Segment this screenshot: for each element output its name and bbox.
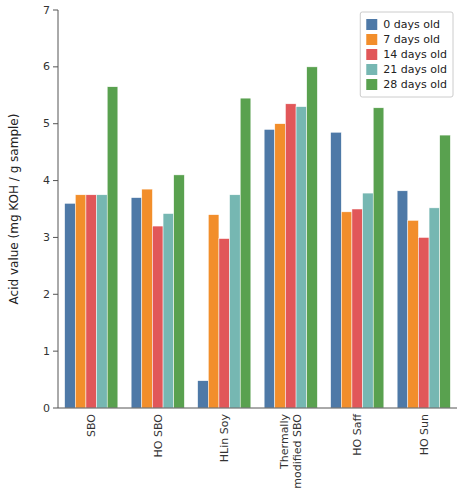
y-axis-line [58, 10, 59, 408]
bar [75, 195, 86, 408]
x-tick-label: HO Saff [351, 414, 364, 456]
bar [131, 198, 142, 408]
bar [331, 132, 342, 408]
y-axis-label: Acid value (mg KOH / g sample) [7, 114, 21, 305]
y-tick-label: 5 [43, 117, 50, 130]
x-tick-label: SBO [85, 414, 98, 437]
bar [341, 212, 352, 408]
bar [307, 67, 318, 408]
x-tick-label: HLin Soy [218, 414, 231, 463]
bar [408, 220, 419, 408]
bar [240, 98, 251, 408]
x-axis-line [58, 408, 457, 409]
bar [373, 108, 384, 408]
y-tick [53, 237, 58, 238]
bar [152, 226, 163, 408]
y-tick-label: 6 [43, 60, 50, 73]
bar [440, 135, 451, 408]
bar [397, 191, 408, 408]
bar [86, 195, 97, 408]
bar [418, 237, 429, 408]
y-axis: 0 1 2 3 4 5 6 7 [43, 4, 58, 415]
bar [65, 203, 76, 408]
legend-swatch [366, 19, 377, 30]
x-tick-label: HO Sun [418, 414, 431, 455]
x-tick-label: Thermallymodified SBO [278, 414, 304, 489]
y-tick [53, 408, 58, 409]
y-tick [53, 294, 58, 295]
bar [198, 381, 209, 408]
bar [230, 195, 241, 408]
bar [163, 214, 174, 408]
legend-label: 7 days old [383, 33, 440, 46]
y-tick [53, 351, 58, 352]
y-tick [53, 180, 58, 181]
bar [296, 107, 307, 408]
legend-label: 14 days old [383, 48, 447, 61]
legend-label: 21 days old [383, 63, 447, 76]
y-tick-label: 3 [43, 231, 50, 244]
legend-frame [360, 12, 453, 97]
bar [219, 239, 230, 408]
legend-swatch [366, 49, 377, 60]
bars [65, 67, 451, 408]
legend-swatch [366, 64, 377, 75]
y-tick-label: 2 [43, 288, 50, 301]
bar [208, 215, 219, 408]
bar [275, 124, 286, 408]
bar [107, 87, 118, 408]
bar [97, 195, 108, 408]
legend: 0 days old 7 days old 14 days old 21 days o… [360, 12, 453, 97]
bar [264, 129, 275, 408]
y-tick-label: 1 [43, 345, 50, 358]
x-axis: SBO HO SBO HLin Soy Thermallymodified SBO HO… [58, 408, 457, 489]
chart: 0 1 2 3 4 5 6 7 Acid value (mg KOH / g sample) SB… [0, 0, 467, 500]
legend-label: 28 days old [383, 78, 447, 91]
y-tick [53, 10, 58, 11]
y-tick-label: 4 [43, 174, 50, 187]
legend-label: 0 days old [383, 18, 440, 31]
legend-swatch [366, 79, 377, 90]
bar [142, 189, 153, 408]
x-tick-label: HO SBO [152, 414, 165, 458]
y-tick [53, 123, 58, 124]
y-tick [53, 66, 58, 67]
y-tick-label: 7 [43, 4, 50, 17]
bar [363, 193, 374, 408]
legend-swatch [366, 34, 377, 45]
bar [429, 208, 440, 408]
y-tick-label: 0 [43, 402, 50, 415]
bar [285, 104, 296, 408]
bar [174, 175, 185, 408]
bar [352, 209, 363, 408]
